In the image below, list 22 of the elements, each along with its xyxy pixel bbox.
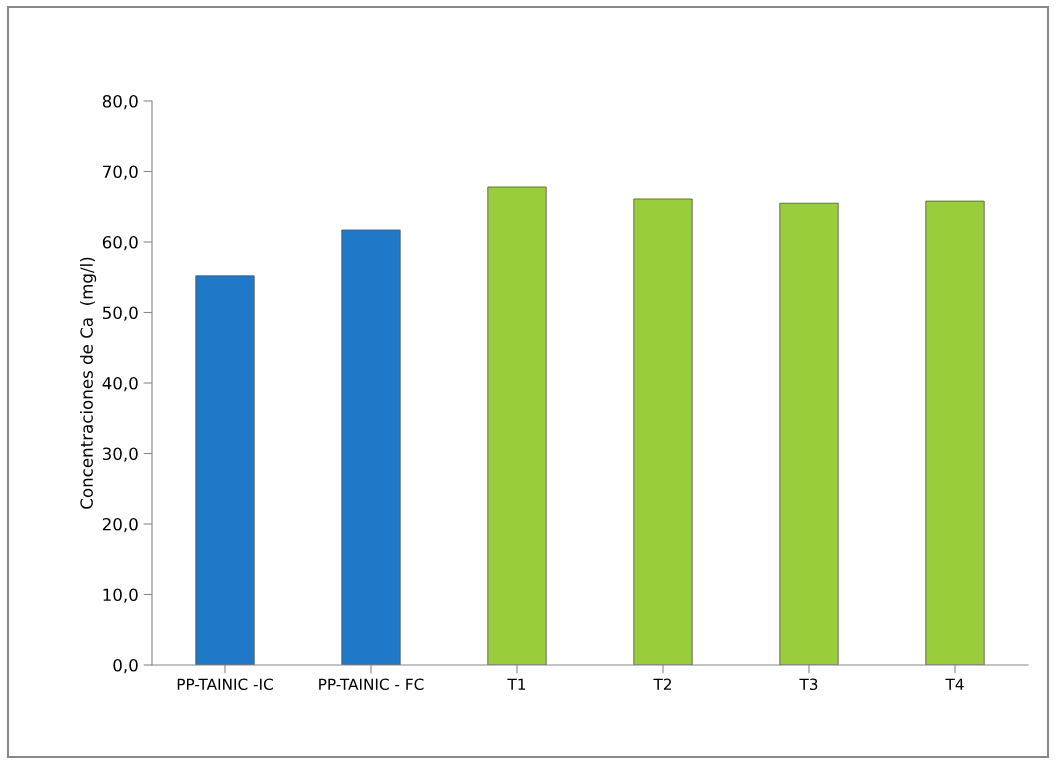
y-tick-label: 30,0 [102,447,138,462]
bar [925,200,985,665]
bar [633,198,693,665]
y-tick-label: 0,0 [113,658,138,674]
x-tick-label: PP-TAINIC -IC [177,678,273,691]
x-tick-label: T2 [653,678,671,690]
x-tick-label: T3 [799,678,818,691]
y-tick-label: 10,0 [103,588,138,603]
y-tick-label: 20,0 [102,517,138,533]
x-tick-label: T1 [507,678,526,690]
y-axis-title: Concentraciones de Ca (mg/l) [80,257,97,509]
x-tick-label: T4 [945,678,964,690]
bar [341,229,401,665]
bar [779,202,839,665]
y-tick-label: 40,0 [102,376,138,392]
y-tick-label: 50,0 [102,306,138,321]
y-tick-label: 70,0 [103,165,138,180]
y-tick-label: 80,0 [102,94,138,110]
y-tick-label: 60,0 [102,235,138,251]
bar [487,186,547,665]
bar [195,275,255,665]
x-tick-label: PP-TAINIC - FC [319,678,424,691]
